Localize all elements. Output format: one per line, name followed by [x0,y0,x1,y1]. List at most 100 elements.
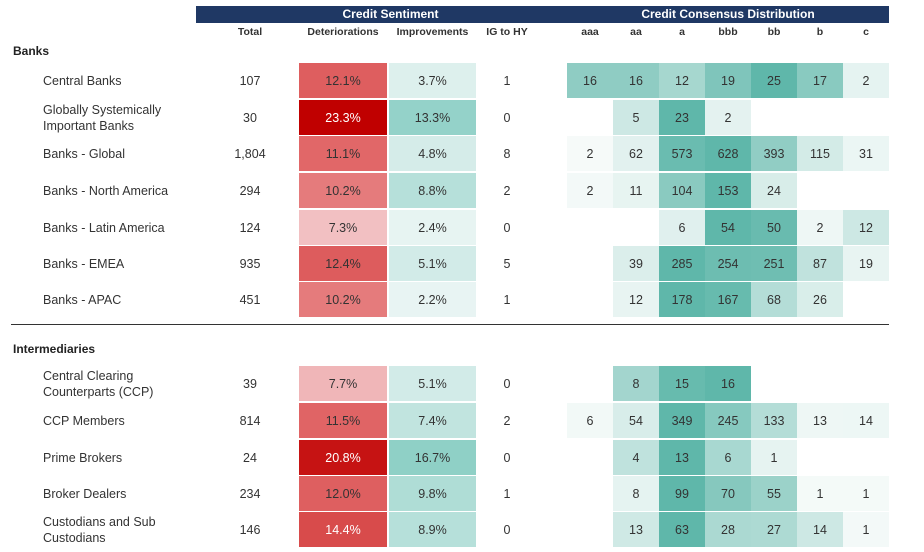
row-label: Banks - Latin America [43,220,165,235]
distribution-cell-c: 1 [843,512,889,547]
distribution-cell-bbb: 6 [705,440,751,475]
section-title: Banks [13,44,50,58]
distribution-cell-bb: 251 [751,246,797,281]
deteriorations-cell: 20.8% [299,440,387,475]
credit-consensus-header: Credit Consensus Distribution [567,6,889,23]
distribution-cell-a: 573 [659,136,705,171]
distribution-cell-bbb: 19 [705,63,751,98]
distribution-cell-aaa [567,282,613,317]
total-cell: 451 [239,292,261,307]
distribution-cell-a: 349 [659,403,705,438]
ig-to-hy-cell: 1 [503,486,511,501]
row-label: Custodians and Sub Custodians [43,514,156,545]
total-cell: 39 [243,376,257,391]
distribution-cell-bbb: 2 [705,100,751,135]
distribution-cell-bb: 68 [751,282,797,317]
ig-to-hy-cell: 1 [503,292,511,307]
column-header-ig-to-hy: IG to HY [486,26,528,38]
deteriorations-cell: 14.4% [299,512,387,547]
distribution-cell-b [797,173,843,208]
distribution-cell-b: 26 [797,282,843,317]
distribution-cell-bb: 1 [751,440,797,475]
section-title: Intermediaries [13,342,96,356]
deteriorations-cell: 7.7% [299,366,387,401]
distribution-cell-c [843,366,889,401]
deteriorations-cell: 11.1% [299,136,387,171]
distribution-cell-a: 13 [659,440,705,475]
distribution-cell-a: 104 [659,173,705,208]
improvements-cell: 2.4% [389,210,476,245]
row-label: Prime Brokers [43,450,123,465]
deteriorations-cell: 10.2% [299,173,387,208]
total-cell: 294 [239,183,261,198]
distribution-cell-bbb: 70 [705,476,751,511]
distribution-cell-c: 2 [843,63,889,98]
distribution-cell-aaa [567,100,613,135]
improvements-cell: 2.2% [389,282,476,317]
column-header-rating-bb: bb [767,26,781,38]
distribution-cell-aaa: 2 [567,173,613,208]
ig-to-hy-cell: 8 [503,146,511,161]
column-header-rating-b: b [816,26,824,38]
total-cell: 107 [239,73,261,88]
distribution-cell-c: 19 [843,246,889,281]
credit-sentiment-header: Credit Sentiment [196,6,585,23]
distribution-cell-b [797,366,843,401]
distribution-cell-bbb: 167 [705,282,751,317]
ig-to-hy-cell: 0 [503,522,511,537]
distribution-cell-aa: 13 [613,512,659,547]
distribution-cell-bbb: 54 [705,210,751,245]
distribution-cell-bbb: 16 [705,366,751,401]
distribution-cell-aaa: 16 [567,63,613,98]
distribution-cell-bbb: 254 [705,246,751,281]
distribution-cell-aa: 11 [613,173,659,208]
column-header-deteriorations: Deteriorations [307,26,379,38]
improvements-cell: 16.7% [389,440,476,475]
row-label: Broker Dealers [43,486,127,501]
deteriorations-cell: 10.2% [299,282,387,317]
distribution-cell-a: 285 [659,246,705,281]
distribution-cell-aaa [567,210,613,245]
distribution-cell-b: 2 [797,210,843,245]
distribution-cell-c: 12 [843,210,889,245]
ig-to-hy-cell: 2 [503,413,511,428]
column-header-rating-aa: aa [630,26,642,38]
ig-to-hy-cell: 0 [503,376,511,391]
improvements-cell: 5.1% [389,246,476,281]
total-cell: 1,804 [234,146,266,161]
ig-to-hy-cell: 1 [503,73,511,88]
distribution-cell-bb: 55 [751,476,797,511]
distribution-cell-aa: 8 [613,476,659,511]
distribution-cell-b [797,440,843,475]
improvements-cell: 5.1% [389,366,476,401]
distribution-cell-bbb: 28 [705,512,751,547]
distribution-cell-aa: 12 [613,282,659,317]
distribution-cell-bb [751,100,797,135]
ig-to-hy-cell: 0 [503,110,511,125]
distribution-cell-b: 115 [797,136,843,171]
section-divider [11,324,889,325]
distribution-cell-aa: 4 [613,440,659,475]
distribution-cell-bb: 27 [751,512,797,547]
distribution-cell-bb: 24 [751,173,797,208]
ig-to-hy-cell: 0 [503,450,511,465]
distribution-cell-bb: 25 [751,63,797,98]
distribution-cell-a: 178 [659,282,705,317]
ig-to-hy-cell: 2 [503,183,511,198]
distribution-cell-aaa [567,440,613,475]
row-label: Central Clearing Counterparts (CCP) [43,368,154,399]
deteriorations-cell: 12.1% [299,63,387,98]
distribution-cell-c: 31 [843,136,889,171]
total-cell: 24 [243,450,257,465]
distribution-cell-a: 99 [659,476,705,511]
row-label: CCP Members [43,413,125,428]
row-label: Banks - APAC [43,292,122,307]
ig-to-hy-cell: 5 [503,256,511,271]
column-header-rating-a: a [679,26,685,38]
distribution-cell-b: 1 [797,476,843,511]
distribution-cell-aaa [567,366,613,401]
row-label: Central Banks [43,73,122,88]
column-header-rating-aaa: aaa [581,26,599,38]
deteriorations-cell: 7.3% [299,210,387,245]
distribution-cell-c [843,282,889,317]
